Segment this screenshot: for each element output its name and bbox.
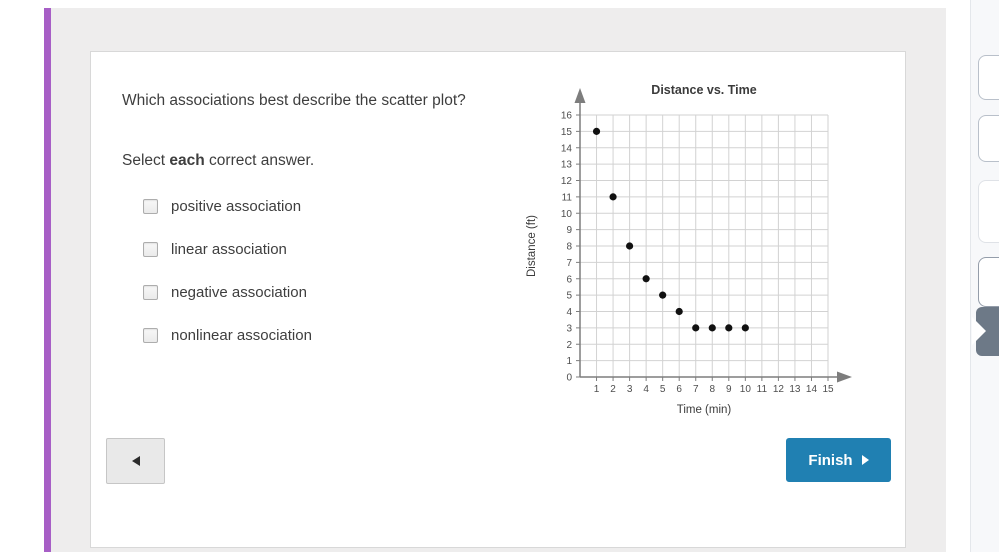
option-negative-association[interactable]: negative association bbox=[143, 283, 307, 301]
x-tick-label: 15 bbox=[822, 384, 834, 395]
scatter-plot: 0 1 2 3 4 5 6 7 8 9 10 11 12 13 14 15 16 1 2 3 4 5 6 7 8 9 10 11 12 1… bbox=[521, 76, 861, 426]
data-point bbox=[725, 324, 733, 332]
instruction-suffix: correct answer. bbox=[204, 152, 315, 169]
question-card: Which associations best describe the sca… bbox=[90, 51, 906, 548]
data-point bbox=[642, 275, 650, 283]
y-tick-label: 16 bbox=[561, 111, 573, 122]
question-nav-item-2[interactable] bbox=[978, 115, 999, 162]
y-tick-label: 14 bbox=[561, 143, 573, 154]
x-tick-label: 7 bbox=[693, 384, 699, 395]
y-tick-label: 8 bbox=[566, 242, 572, 253]
y-tick-label: 9 bbox=[566, 225, 572, 236]
option-label[interactable]: positive association bbox=[171, 197, 302, 215]
back-arrow-icon bbox=[131, 456, 140, 466]
question-nav-item-4[interactable] bbox=[978, 257, 999, 307]
y-tick-label: 4 bbox=[566, 307, 572, 318]
option-label[interactable]: negative association bbox=[171, 283, 307, 301]
option-label[interactable]: nonlinear association bbox=[171, 326, 312, 344]
x-tick-label: 14 bbox=[806, 384, 818, 395]
option-positive-association[interactable]: positive association bbox=[143, 197, 301, 215]
x-tick-label: 8 bbox=[709, 384, 715, 395]
question-instruction: Select each correct answer. bbox=[122, 152, 314, 170]
x-tick-label: 1 bbox=[594, 384, 600, 395]
data-point bbox=[675, 307, 683, 316]
data-point bbox=[626, 242, 634, 250]
y-tick-label: 3 bbox=[566, 323, 572, 334]
data-point bbox=[659, 291, 667, 299]
finish-button[interactable]: Finish bbox=[786, 438, 891, 482]
question-text: Which associations best describe the sca… bbox=[122, 92, 466, 109]
finish-arrow-icon bbox=[861, 455, 869, 465]
y-tick-label: 7 bbox=[566, 258, 572, 269]
data-point bbox=[708, 324, 716, 332]
finish-button-label: Finish bbox=[808, 451, 853, 469]
y-axis-label: Distance (ft) bbox=[526, 215, 538, 277]
y-tick-label: 0 bbox=[566, 373, 572, 384]
x-tick-label: 9 bbox=[726, 384, 732, 395]
instruction-bold: each bbox=[169, 152, 205, 169]
y-axis-arrow-icon bbox=[574, 88, 586, 103]
x-axis-label: Time (min) bbox=[677, 404, 732, 416]
x-tick-label: 6 bbox=[676, 384, 682, 395]
chart-title: Distance vs. Time bbox=[651, 83, 756, 97]
option-label[interactable]: linear association bbox=[171, 240, 287, 258]
option-checkbox[interactable] bbox=[143, 284, 158, 300]
x-tick-label: 4 bbox=[643, 384, 649, 395]
question-nav-item-1[interactable] bbox=[978, 55, 999, 100]
data-point bbox=[692, 324, 700, 332]
x-tick-label: 5 bbox=[660, 384, 666, 395]
x-tick-label: 11 bbox=[757, 384, 768, 395]
purple-accent-bar bbox=[44, 8, 51, 552]
x-tick-label: 12 bbox=[773, 384, 785, 395]
active-tab-pointer-icon bbox=[972, 317, 986, 345]
y-tick-label: 15 bbox=[561, 127, 573, 138]
y-tick-label: 11 bbox=[562, 192, 573, 203]
option-linear-association[interactable]: linear association bbox=[143, 240, 287, 258]
y-tick-label: 6 bbox=[566, 274, 572, 285]
y-tick-label: 1 bbox=[566, 356, 572, 367]
question-nav-item-3[interactable] bbox=[978, 180, 999, 243]
instruction-prefix: Select bbox=[122, 152, 170, 169]
x-tick-label: 13 bbox=[789, 384, 801, 395]
option-nonlinear-association[interactable]: nonlinear association bbox=[143, 326, 312, 344]
option-checkbox[interactable] bbox=[143, 241, 158, 257]
x-axis-arrow-icon bbox=[837, 371, 852, 383]
back-button[interactable] bbox=[106, 438, 165, 484]
data-point bbox=[741, 324, 749, 332]
x-tick-label: 3 bbox=[627, 384, 633, 395]
y-tick-label: 13 bbox=[561, 160, 573, 171]
x-tick-label: 10 bbox=[740, 384, 752, 395]
y-tick-label: 12 bbox=[561, 176, 573, 187]
option-checkbox[interactable] bbox=[143, 198, 158, 214]
y-tick-label: 10 bbox=[561, 209, 573, 220]
option-checkbox[interactable] bbox=[143, 327, 158, 343]
y-tick-label: 2 bbox=[566, 340, 572, 351]
y-tick-label: 5 bbox=[566, 291, 572, 302]
data-point bbox=[592, 127, 601, 135]
x-tick-label: 2 bbox=[610, 384, 616, 395]
data-point bbox=[609, 193, 617, 201]
